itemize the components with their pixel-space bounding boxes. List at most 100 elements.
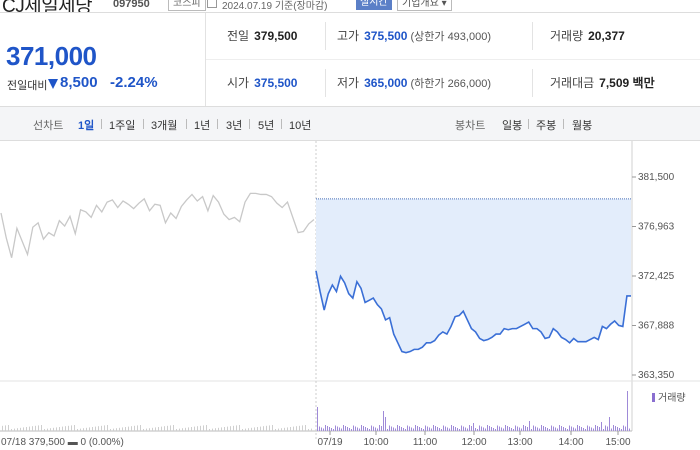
volume-bar	[491, 427, 492, 431]
current-price-box: 371,000 전일대비 8,500 -2.24%	[0, 13, 206, 106]
volume-bar	[503, 428, 504, 431]
divider	[101, 119, 102, 129]
volume-bar	[209, 429, 210, 431]
volume-bar	[333, 429, 334, 431]
period-1y[interactable]: 1년	[194, 120, 211, 132]
volume-bar	[365, 427, 366, 431]
period-1w[interactable]: 1주일	[109, 120, 136, 132]
volume-bar	[158, 427, 159, 431]
open-label: 시가	[227, 76, 250, 90]
volume-bar	[563, 427, 564, 431]
volume-bar	[429, 427, 430, 431]
volume-bar	[475, 428, 476, 431]
volume-bar	[345, 426, 346, 431]
volume-bar	[272, 425, 273, 431]
volume-bar	[567, 429, 568, 431]
volume-bar	[467, 428, 468, 431]
volume-bar	[254, 427, 255, 431]
divider	[528, 119, 529, 129]
volume-bar	[605, 425, 606, 431]
volume-bar	[497, 425, 498, 431]
y-tick-label: 376,963	[638, 222, 675, 233]
volume-bar	[587, 425, 588, 431]
volume-bar	[101, 425, 102, 431]
realtime-button[interactable]: 실시간	[356, 0, 392, 10]
candle-monthly[interactable]: 월봉	[572, 120, 593, 132]
low-value: 365,000	[364, 76, 408, 90]
volume-bar	[397, 425, 398, 431]
volume-bar	[499, 426, 500, 431]
volume-bar	[239, 425, 240, 431]
volume-bar	[302, 425, 303, 431]
volume-bar	[68, 425, 69, 431]
candle-daily[interactable]: 일봉	[502, 120, 523, 132]
price-panel: 371,000 전일대비 8,500 -2.24% 전일 379,500 고가 37…	[0, 12, 700, 107]
volume-bar	[371, 425, 372, 431]
prev-close-value: 379,500	[254, 29, 298, 43]
volume-bar	[319, 426, 320, 431]
volume-bar	[527, 427, 528, 431]
volume-bar	[325, 425, 326, 431]
volume-bar	[337, 426, 338, 431]
volume-bar	[523, 425, 524, 431]
stock-code: 097950	[113, 0, 150, 10]
volume-bar	[191, 427, 192, 431]
chart-toolbar: 선차트 1일 1주일 3개월 1년 3년 5년 10년 봉차트 일봉 주봉 월봉	[0, 107, 700, 141]
volume-bar	[521, 428, 522, 431]
volume-bar	[627, 391, 628, 431]
chart-canvas[interactable]: 381,500 376,963 372,425 367,888 363,350 07/19…	[0, 141, 700, 450]
period-5y[interactable]: 5년	[258, 120, 275, 132]
divider	[325, 22, 326, 50]
volume-bar	[507, 426, 508, 431]
volume-bar	[170, 425, 171, 431]
x-tick-label: 11:00	[413, 437, 438, 448]
volume-bar	[613, 425, 614, 431]
volume-bar	[409, 426, 410, 431]
candle-weekly[interactable]: 주봉	[536, 120, 557, 132]
volume-bar	[531, 429, 532, 431]
volume-bar	[449, 428, 450, 431]
volume-bar	[119, 427, 120, 431]
volume-bar	[104, 425, 105, 431]
volume-bar	[77, 429, 78, 431]
volume-bar	[597, 426, 598, 431]
volume-bar	[489, 426, 490, 431]
volume-bar	[481, 426, 482, 431]
volume-bar	[541, 425, 542, 431]
volume-bar	[164, 426, 165, 431]
y-tick-label: 363,350	[638, 370, 675, 381]
volume-bar	[89, 427, 90, 431]
prev-day-line	[0, 192, 315, 258]
volume-bar	[379, 425, 380, 431]
volume-bar	[535, 426, 536, 431]
volume-bar	[447, 427, 448, 431]
prev-close-label: 전일	[227, 29, 250, 43]
volume-value: 20,377	[588, 29, 625, 43]
volume-bar	[559, 425, 560, 431]
period-3m[interactable]: 3개월	[151, 120, 178, 132]
volume-bar	[230, 426, 231, 431]
period-3y[interactable]: 3년	[226, 120, 243, 132]
volume-bar	[621, 429, 622, 431]
low-label: 저가	[337, 76, 360, 90]
volume-bar	[625, 426, 626, 431]
volume-bar	[389, 425, 390, 431]
price-chart[interactable]: 381,500 376,963 372,425 367,888 363,350 07/19…	[0, 141, 700, 450]
volume-bar	[395, 428, 396, 431]
volume-bar	[461, 425, 462, 431]
volume-bar	[152, 427, 153, 431]
period-1d[interactable]: 1일	[78, 120, 95, 132]
volume-bar	[599, 427, 600, 431]
company-info-dropdown[interactable]: 기업개요 ▾	[397, 0, 452, 11]
below-prev-close-area	[316, 198, 631, 353]
prev-day-label: 07/18 379,500 ▬ 0 (0.00%)	[1, 437, 124, 448]
volume-bar	[188, 427, 189, 431]
period-10y[interactable]: 10년	[289, 120, 312, 132]
volume-bar	[311, 428, 312, 431]
volume-bar	[471, 426, 472, 431]
x-tick-label: 14:00	[558, 437, 583, 448]
volume-bar	[487, 425, 488, 431]
volume-bar	[411, 427, 412, 431]
volume-bar	[56, 427, 57, 431]
volume-bar	[611, 428, 612, 431]
